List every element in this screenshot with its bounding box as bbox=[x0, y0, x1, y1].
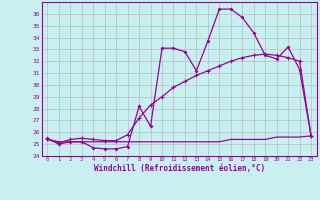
X-axis label: Windchill (Refroidissement éolien,°C): Windchill (Refroidissement éolien,°C) bbox=[94, 164, 265, 173]
